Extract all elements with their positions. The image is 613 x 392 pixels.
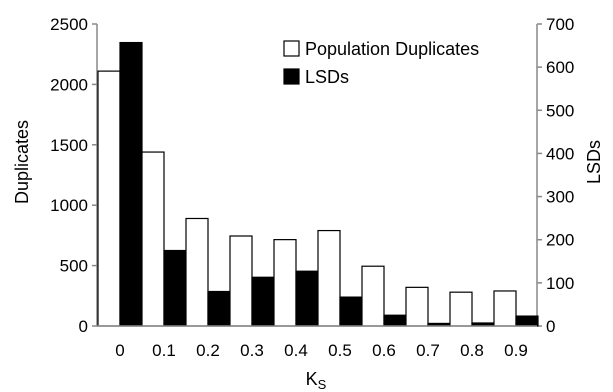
- legend-label-population-duplicates: Population Duplicates: [305, 39, 479, 59]
- bar-lsds: [383, 314, 407, 327]
- x-tick-label: 0.3: [240, 341, 264, 360]
- x-tick-label: 0.8: [460, 341, 484, 360]
- x-tick-label: 0.4: [284, 341, 308, 360]
- bar-population-duplicates: [361, 265, 385, 327]
- right-tick-label: 400: [546, 144, 574, 163]
- x-tick-label: 0.5: [328, 341, 352, 360]
- left-tick-label: 0: [79, 317, 88, 336]
- right-tick-label: 200: [546, 231, 574, 250]
- right-tick-label: 600: [546, 58, 574, 77]
- legend-label-lsds: LSDs: [305, 67, 349, 87]
- bar-lsds: [251, 276, 275, 327]
- bar-population-duplicates: [405, 286, 429, 327]
- y-axis-title: Duplicates: [12, 120, 32, 204]
- bar-lsds: [119, 41, 143, 327]
- x-axis-title-subscript: S: [318, 377, 327, 392]
- bars: [97, 41, 539, 327]
- bar-lsds: [339, 296, 363, 327]
- bar-population-duplicates: [141, 151, 165, 327]
- left-tick-label: 500: [60, 257, 88, 276]
- right-y-axis: 0 100 200 300 400 500 600 700: [536, 15, 574, 336]
- legend: Population Duplicates LSDs: [283, 39, 479, 87]
- bar-lsds: [515, 315, 539, 327]
- bar-population-duplicates: [97, 70, 121, 327]
- y2-axis-title: LSDs: [584, 140, 604, 184]
- x-tick-label: 0.7: [416, 341, 440, 360]
- right-tick-label: 100: [546, 274, 574, 293]
- right-tick-label: 0: [546, 317, 555, 336]
- right-tick-label: 700: [546, 15, 574, 34]
- x-tick-label: 0: [115, 341, 124, 360]
- bar-lsds: [207, 290, 231, 327]
- bar-lsds: [295, 270, 319, 327]
- right-tick-label: 300: [546, 188, 574, 207]
- x-tick-label: 0.1: [152, 341, 176, 360]
- right-tick-label: 500: [546, 101, 574, 120]
- bar-population-duplicates: [229, 235, 253, 327]
- bar-population-duplicates: [185, 217, 209, 327]
- bar-population-duplicates: [493, 290, 517, 327]
- left-tick-label: 2500: [50, 15, 88, 34]
- x-tick-label: 0.9: [504, 341, 528, 360]
- x-axis-title: KS: [306, 369, 327, 392]
- bar-lsds: [163, 249, 187, 327]
- left-tick-label: 1500: [50, 136, 88, 155]
- x-tick-label: 0.2: [196, 341, 220, 360]
- left-y-axis: 0 500 1000 1500 2000 2500: [50, 15, 98, 336]
- x-axis-title-main: K: [306, 369, 318, 389]
- left-tick-label: 2000: [50, 75, 88, 94]
- left-tick-label: 1000: [50, 196, 88, 215]
- legend-swatch-lsds: [283, 68, 300, 85]
- legend-swatch-population-duplicates: [283, 40, 300, 57]
- x-axis: 0 0.1 0.2 0.3 0.4 0.5 0.6 0.7 0.8 0.9: [97, 325, 537, 360]
- bar-population-duplicates: [317, 229, 341, 327]
- bar-population-duplicates: [449, 291, 473, 327]
- bar-population-duplicates: [273, 239, 297, 327]
- x-tick-label: 0.6: [372, 341, 396, 360]
